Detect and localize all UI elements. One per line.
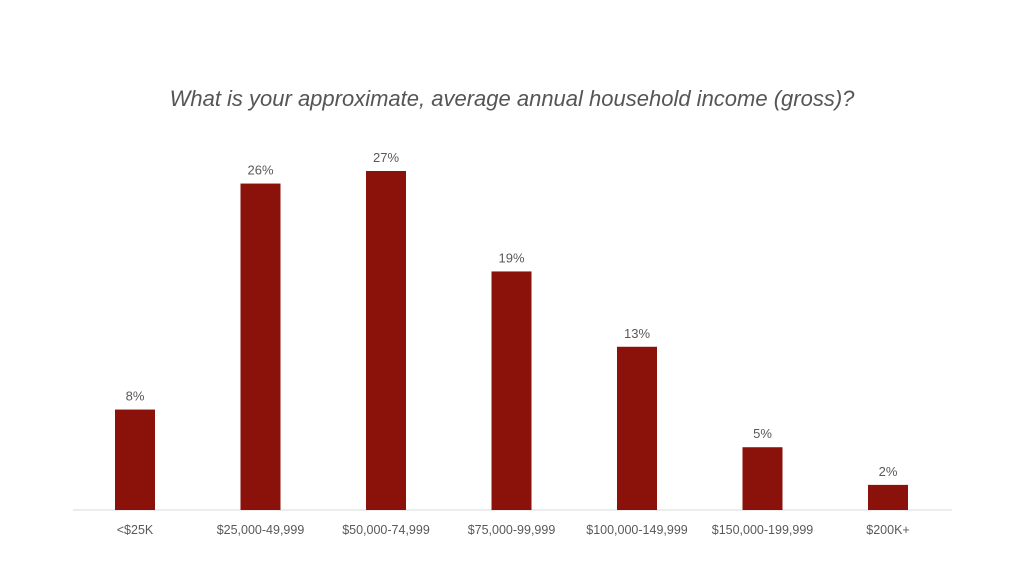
bar [617,346,657,510]
chart-title: What is your approximate, average annual… [170,86,856,111]
x-tick-label: $75,000-99,999 [468,523,556,537]
data-label: 27% [373,150,399,165]
x-tick-label: $25,000-49,999 [217,523,305,537]
bar-group [115,171,908,511]
data-label: 8% [126,389,145,404]
data-label: 26% [247,163,273,178]
x-tick-label: $50,000-74,999 [342,523,430,537]
data-label-group: 8% 26% 27% 19% 13% 5% 2% [126,150,898,479]
bar [240,183,281,511]
x-tick-label-group: <$25K $25,000-49,999 $50,000-74,999 $75,000… [117,523,910,537]
x-tick-label: <$25K [117,523,154,537]
data-label: 19% [498,250,524,265]
x-tick-label: $150,000-199,999 [712,523,814,537]
bar [742,447,783,510]
x-tick-label: $100,000-149,999 [586,523,688,537]
bar [868,484,908,510]
data-label: 5% [753,426,772,441]
data-label: 13% [624,326,650,341]
bar [115,409,155,510]
bar [366,171,406,510]
x-tick-label: $200K+ [866,523,909,537]
data-label: 2% [879,464,898,479]
bar [491,271,532,510]
